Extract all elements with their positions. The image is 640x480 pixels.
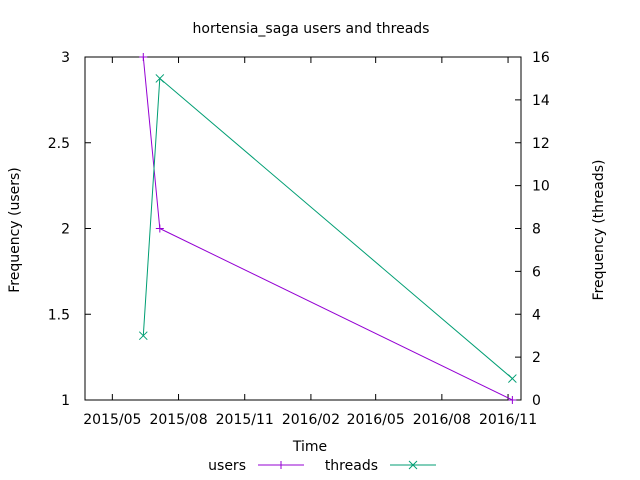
x-tick-label: 2016/11 [479,412,537,428]
y-right-tick-label: 8 [532,222,541,238]
data-point [155,224,164,233]
legend-label-threads: threads [325,458,378,474]
marker-stroke [155,74,165,83]
y-right-tick-label: 12 [532,136,550,152]
data-point [138,331,148,341]
x-tick-label: 2016/05 [347,412,405,428]
marker-stroke [508,374,517,383]
series-line-users [142,56,513,401]
data-point [155,74,165,83]
x-axis-label: Time [292,439,327,455]
data-point [139,53,148,61]
x-tick-label: 2016/08 [413,412,471,428]
chart-title: hortensia_saga users and threads [193,21,430,37]
data-point [277,461,285,469]
x-tick-label: 2015/08 [149,412,207,428]
data-point [508,374,517,383]
x-tick-label: 2015/05 [83,412,141,428]
y-left-tick-label: 2 [61,222,70,238]
marker-stroke [138,331,148,341]
y-right-tick-label: 2 [532,350,541,366]
y-axis-label-left: Frequency (users) [7,167,23,293]
y-left-tick-label: 1.5 [48,307,70,323]
y-right-tick-label: 4 [532,307,541,323]
x-tick-label: 2015/11 [216,412,274,428]
y-right-tick-label: 14 [532,93,550,109]
left-axis: 1 1.5 2 2.5 3 [48,50,91,409]
data-point [408,460,418,470]
legend: users threads [208,458,436,474]
y-left-tick-label: 1 [61,393,70,409]
right-axis: 0 2 4 6 8 10 12 14 16 [515,50,550,409]
series-layer [138,53,517,404]
y-right-tick-label: 6 [532,264,541,280]
y-left-tick-label: 2.5 [48,136,70,152]
y-axis-label-right: Frequency (threads) [591,160,607,301]
data-point [508,396,517,404]
legend-label-users: users [208,458,246,474]
series-line-threads [142,77,513,379]
marker-stroke [408,460,418,470]
x-tick-label: 2016/02 [282,412,340,428]
y-right-tick-label: 0 [532,393,541,409]
y-left-tick-label: 3 [61,50,70,66]
y-right-tick-label: 10 [532,179,550,195]
x-axis: 2015/05 2015/08 2015/11 2016/02 2016/05 2016/… [83,57,537,428]
y-right-tick-label: 16 [532,50,550,66]
